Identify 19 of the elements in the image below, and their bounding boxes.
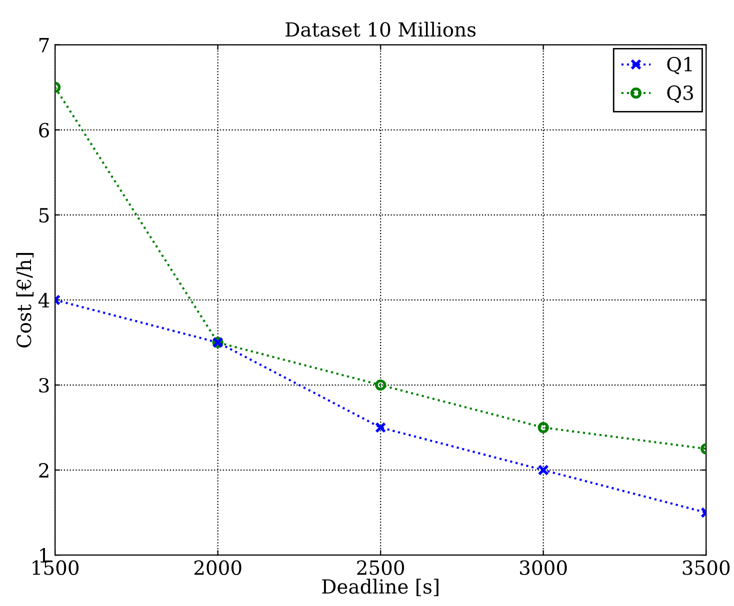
- legend-label: Q1: [667, 56, 692, 74]
- x-tick-label: 1500: [32, 560, 78, 576]
- legend-label: Q3: [667, 85, 693, 103]
- x-tick-label: 3000: [520, 560, 567, 576]
- chart-title: Dataset 10 Millions: [286, 22, 476, 37]
- y-tick-label: 5: [39, 208, 49, 223]
- y-tick-label: 6: [39, 122, 49, 138]
- y-axis-title: Cost [€/h]: [16, 253, 34, 348]
- y-tick-label: 4: [38, 292, 50, 308]
- x-axis-title: Deadline [s]: [322, 578, 438, 596]
- y-tick-label: 3: [39, 378, 49, 393]
- x-tick-label: 2500: [357, 560, 404, 576]
- x-tick-label: 2000: [194, 560, 242, 576]
- y-tick-label: 1: [40, 548, 48, 562]
- point: [375, 422, 386, 434]
- x-tick-label: 3500: [682, 560, 730, 576]
- y-tick-label: 7: [39, 38, 49, 52]
- y-tick-label: 2: [39, 463, 48, 478]
- point: [538, 464, 549, 476]
